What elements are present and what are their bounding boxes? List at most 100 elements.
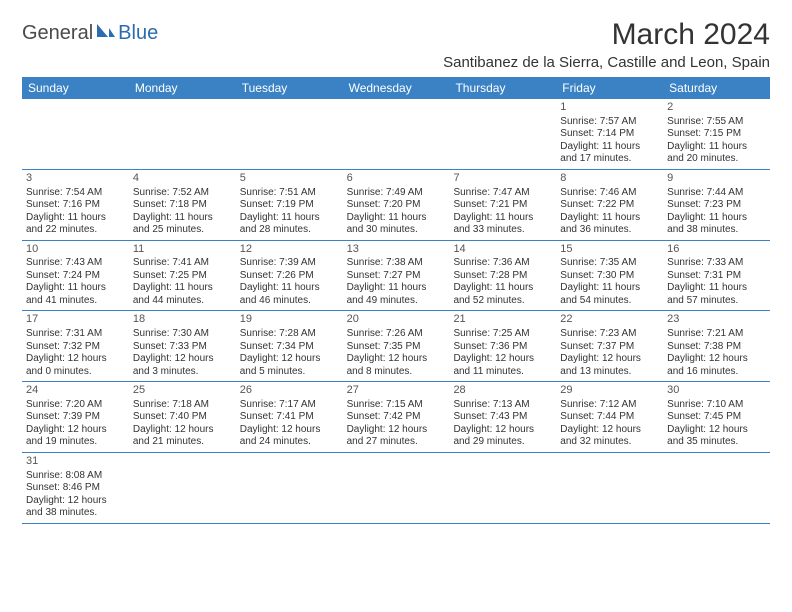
- daylight-text: Daylight: 11 hours and 22 minutes.: [26, 212, 125, 237]
- day-cell: 30Sunrise: 7:10 AMSunset: 7:45 PMDayligh…: [663, 382, 770, 452]
- sunset-text: Sunset: 7:37 PM: [560, 341, 659, 354]
- day-cell: 11Sunrise: 7:41 AMSunset: 7:25 PMDayligh…: [129, 241, 236, 311]
- logo: General Blue: [22, 22, 158, 45]
- day-number: 22: [560, 313, 659, 327]
- day-number: 23: [667, 313, 766, 327]
- daylight-text: Daylight: 11 hours and 38 minutes.: [667, 212, 766, 237]
- sunset-text: Sunset: 7:22 PM: [560, 199, 659, 212]
- day-cell: 25Sunrise: 7:18 AMSunset: 7:40 PMDayligh…: [129, 382, 236, 452]
- month-title: March 2024: [443, 18, 770, 52]
- day-number: 30: [667, 384, 766, 398]
- daylight-text: Daylight: 12 hours and 21 minutes.: [133, 424, 232, 449]
- sunrise-text: Sunrise: 7:31 AM: [26, 328, 125, 341]
- daylight-text: Daylight: 11 hours and 28 minutes.: [240, 212, 339, 237]
- day-number: 9: [667, 172, 766, 186]
- day-cell: 31Sunrise: 8:08 AMSunset: 8:46 PMDayligh…: [22, 453, 129, 523]
- sunrise-text: Sunrise: 7:10 AM: [667, 399, 766, 412]
- daylight-text: Daylight: 11 hours and 49 minutes.: [347, 282, 446, 307]
- sunset-text: Sunset: 7:25 PM: [133, 270, 232, 283]
- daylight-text: Daylight: 12 hours and 35 minutes.: [667, 424, 766, 449]
- sunset-text: Sunset: 7:44 PM: [560, 411, 659, 424]
- day-cell: 1Sunrise: 7:57 AMSunset: 7:14 PMDaylight…: [556, 99, 663, 169]
- daylight-text: Daylight: 12 hours and 8 minutes.: [347, 353, 446, 378]
- day-cell: 28Sunrise: 7:13 AMSunset: 7:43 PMDayligh…: [449, 382, 556, 452]
- day-number: 14: [453, 243, 552, 257]
- daylight-text: Daylight: 11 hours and 54 minutes.: [560, 282, 659, 307]
- day-cell: 6Sunrise: 7:49 AMSunset: 7:20 PMDaylight…: [343, 170, 450, 240]
- daylight-text: Daylight: 12 hours and 19 minutes.: [26, 424, 125, 449]
- week-row: 17Sunrise: 7:31 AMSunset: 7:32 PMDayligh…: [22, 311, 770, 382]
- dayhead: Thursday: [449, 77, 556, 99]
- daylight-text: Daylight: 12 hours and 3 minutes.: [133, 353, 232, 378]
- sunset-text: Sunset: 7:27 PM: [347, 270, 446, 283]
- day-cell: 16Sunrise: 7:33 AMSunset: 7:31 PMDayligh…: [663, 241, 770, 311]
- sunset-text: Sunset: 7:28 PM: [453, 270, 552, 283]
- sunset-text: Sunset: 7:33 PM: [133, 341, 232, 354]
- daylight-text: Daylight: 11 hours and 36 minutes.: [560, 212, 659, 237]
- day-cell: 26Sunrise: 7:17 AMSunset: 7:41 PMDayligh…: [236, 382, 343, 452]
- day-cell: [129, 99, 236, 169]
- day-number: 20: [347, 313, 446, 327]
- day-cell: 10Sunrise: 7:43 AMSunset: 7:24 PMDayligh…: [22, 241, 129, 311]
- daylight-text: Daylight: 12 hours and 24 minutes.: [240, 424, 339, 449]
- week-row: 24Sunrise: 7:20 AMSunset: 7:39 PMDayligh…: [22, 382, 770, 453]
- sunrise-text: Sunrise: 7:33 AM: [667, 257, 766, 270]
- sunrise-text: Sunrise: 7:46 AM: [560, 187, 659, 200]
- day-number: 11: [133, 243, 232, 257]
- sunset-text: Sunset: 7:19 PM: [240, 199, 339, 212]
- sunset-text: Sunset: 7:43 PM: [453, 411, 552, 424]
- day-cell: 13Sunrise: 7:38 AMSunset: 7:27 PMDayligh…: [343, 241, 450, 311]
- daylight-text: Daylight: 11 hours and 33 minutes.: [453, 212, 552, 237]
- day-cell: 17Sunrise: 7:31 AMSunset: 7:32 PMDayligh…: [22, 311, 129, 381]
- day-number: 10: [26, 243, 125, 257]
- day-number: 18: [133, 313, 232, 327]
- logo-text-blue: Blue: [118, 22, 158, 45]
- day-number: 21: [453, 313, 552, 327]
- sunrise-text: Sunrise: 7:30 AM: [133, 328, 232, 341]
- day-cell: [663, 453, 770, 523]
- day-cell: 4Sunrise: 7:52 AMSunset: 7:18 PMDaylight…: [129, 170, 236, 240]
- day-number: 1: [560, 101, 659, 115]
- daylight-text: Daylight: 12 hours and 38 minutes.: [26, 495, 125, 520]
- sunset-text: Sunset: 7:36 PM: [453, 341, 552, 354]
- day-number: 24: [26, 384, 125, 398]
- daylight-text: Daylight: 12 hours and 29 minutes.: [453, 424, 552, 449]
- sunset-text: Sunset: 7:35 PM: [347, 341, 446, 354]
- sunrise-text: Sunrise: 7:25 AM: [453, 328, 552, 341]
- sunrise-text: Sunrise: 8:08 AM: [26, 470, 125, 483]
- daylight-text: Daylight: 11 hours and 41 minutes.: [26, 282, 125, 307]
- day-number: 16: [667, 243, 766, 257]
- daylight-text: Daylight: 12 hours and 5 minutes.: [240, 353, 339, 378]
- daylight-text: Daylight: 12 hours and 27 minutes.: [347, 424, 446, 449]
- day-cell: 15Sunrise: 7:35 AMSunset: 7:30 PMDayligh…: [556, 241, 663, 311]
- sunrise-text: Sunrise: 7:20 AM: [26, 399, 125, 412]
- daylight-text: Daylight: 12 hours and 16 minutes.: [667, 353, 766, 378]
- sunrise-text: Sunrise: 7:17 AM: [240, 399, 339, 412]
- daylight-text: Daylight: 12 hours and 32 minutes.: [560, 424, 659, 449]
- day-cell: 29Sunrise: 7:12 AMSunset: 7:44 PMDayligh…: [556, 382, 663, 452]
- week-row: 1Sunrise: 7:57 AMSunset: 7:14 PMDaylight…: [22, 99, 770, 170]
- sunset-text: Sunset: 7:16 PM: [26, 199, 125, 212]
- sunset-text: Sunset: 7:38 PM: [667, 341, 766, 354]
- day-cell: [343, 453, 450, 523]
- day-cell: [343, 99, 450, 169]
- sunset-text: Sunset: 7:30 PM: [560, 270, 659, 283]
- sunrise-text: Sunrise: 7:18 AM: [133, 399, 232, 412]
- daylight-text: Daylight: 11 hours and 44 minutes.: [133, 282, 232, 307]
- day-cell: 22Sunrise: 7:23 AMSunset: 7:37 PMDayligh…: [556, 311, 663, 381]
- weeks-container: 1Sunrise: 7:57 AMSunset: 7:14 PMDaylight…: [22, 99, 770, 524]
- sunset-text: Sunset: 7:20 PM: [347, 199, 446, 212]
- day-cell: [236, 99, 343, 169]
- header: General Blue March 2024 Santibanez de la…: [22, 18, 770, 71]
- sunset-text: Sunset: 7:31 PM: [667, 270, 766, 283]
- daylight-text: Daylight: 11 hours and 52 minutes.: [453, 282, 552, 307]
- day-cell: 24Sunrise: 7:20 AMSunset: 7:39 PMDayligh…: [22, 382, 129, 452]
- logo-sail-icon: [95, 22, 117, 45]
- sunrise-text: Sunrise: 7:54 AM: [26, 187, 125, 200]
- day-cell: [556, 453, 663, 523]
- sunrise-text: Sunrise: 7:44 AM: [667, 187, 766, 200]
- day-cell: [449, 99, 556, 169]
- sunset-text: Sunset: 7:42 PM: [347, 411, 446, 424]
- sunrise-text: Sunrise: 7:52 AM: [133, 187, 232, 200]
- day-number: 25: [133, 384, 232, 398]
